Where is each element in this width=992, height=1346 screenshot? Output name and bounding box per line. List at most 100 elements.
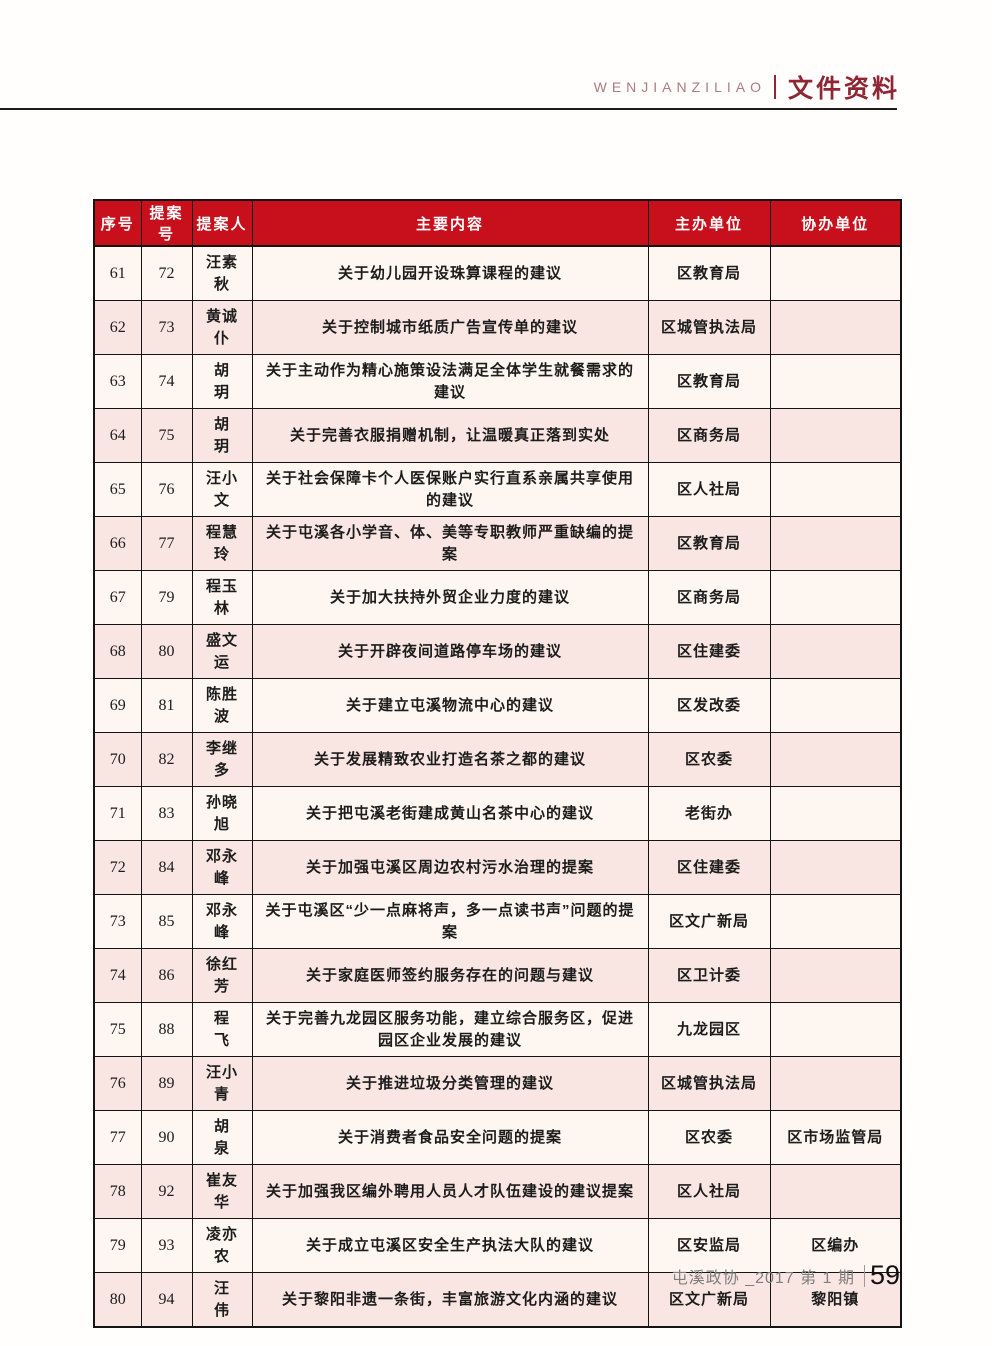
cell-co-organizer — [769, 462, 902, 517]
cell-proposer: 黄诚仆 — [191, 300, 253, 355]
column-header-proposer: 提案人 — [191, 199, 253, 247]
page-title: 文件资料 — [787, 76, 900, 103]
header-pinyin-label: WENJIANZILIAO — [593, 79, 766, 95]
cell-content: 关于发展精致农业打造名茶之都的建议 — [251, 732, 649, 787]
cell-proposer: 程玉林 — [191, 570, 253, 625]
cell-proposal-no: 88 — [140, 1002, 193, 1057]
table-header: 序号 提案号 提案人 主要内容 主办单位 协办单位 — [93, 199, 902, 247]
table-row: 66 77 程慧玲 关于屯溪各小学音、体、美等专职教师严重缺编的提案 区教育局 — [93, 516, 902, 571]
cell-content: 关于黎阳非遗一条街，丰富旅游文化内涵的建议 — [251, 1272, 649, 1328]
cell-co-organizer — [769, 948, 902, 1003]
cell-proposal-no: 85 — [140, 894, 193, 949]
cell-proposer: 邓永峰 — [191, 840, 253, 895]
table-row: 69 81 陈胜波 关于建立屯溪物流中心的建议 区发改委 — [93, 678, 902, 733]
cell-serial: 65 — [93, 462, 142, 517]
cell-organizer: 区文广新局 — [647, 1272, 771, 1328]
cell-serial: 68 — [93, 624, 142, 679]
cell-co-organizer: 区编办 — [769, 1218, 902, 1273]
cell-co-organizer — [769, 786, 902, 841]
cell-proposer: 盛文运 — [191, 624, 253, 679]
column-header-organizer: 主办单位 — [647, 199, 771, 247]
cell-organizer: 九龙园区 — [647, 1002, 771, 1057]
cell-content: 关于加大扶持外贸企业力度的建议 — [251, 570, 649, 625]
table-row: 78 92 崔友华 关于加强我区编外聘用人员人才队伍建设的建议提案 区人社局 — [93, 1164, 902, 1219]
cell-organizer: 区教育局 — [647, 354, 771, 409]
cell-content: 关于推进垃圾分类管理的建议 — [251, 1056, 649, 1111]
cell-content: 关于主动作为精心施策设法满足全体学生就餐需求的建议 — [251, 354, 649, 409]
cell-organizer: 区商务局 — [647, 408, 771, 463]
header-rule-line — [0, 108, 897, 110]
cell-organizer: 区商务局 — [647, 570, 771, 625]
cell-content: 关于完善九龙园区服务功能，建立综合服务区，促进园区企业发展的建议 — [251, 1002, 649, 1057]
cell-co-organizer — [769, 1002, 902, 1057]
cell-co-organizer — [769, 678, 902, 733]
cell-co-organizer — [769, 245, 902, 301]
cell-serial: 78 — [93, 1164, 142, 1219]
table-header-row: 序号 提案号 提案人 主要内容 主办单位 协办单位 — [93, 199, 902, 247]
cell-proposer: 程 飞 — [191, 1002, 253, 1057]
cell-content: 关于幼儿园开设珠算课程的建议 — [251, 245, 649, 301]
cell-serial: 76 — [93, 1056, 142, 1111]
cell-proposal-no: 76 — [140, 462, 193, 517]
cell-proposer: 汪小青 — [191, 1056, 253, 1111]
cell-proposal-no: 74 — [140, 354, 193, 409]
cell-proposer: 崔友华 — [191, 1164, 253, 1219]
table-row: 65 76 汪小文 关于社会保障卡个人医保账户实行直系亲属共享使用的建议 区人社局 — [93, 462, 902, 517]
cell-content: 关于屯溪区“少一点麻将声，多一点读书声”问题的提案 — [251, 894, 649, 949]
cell-organizer: 区住建委 — [647, 624, 771, 679]
cell-serial: 80 — [93, 1272, 142, 1328]
cell-proposer: 李继多 — [191, 732, 253, 787]
cell-serial: 79 — [93, 1218, 142, 1273]
cell-content: 关于加强屯溪区周边农村污水治理的提案 — [251, 840, 649, 895]
cell-organizer: 区住建委 — [647, 840, 771, 895]
cell-serial: 69 — [93, 678, 142, 733]
cell-proposer: 徐红芳 — [191, 948, 253, 1003]
cell-organizer: 区教育局 — [647, 516, 771, 571]
table-row: 74 86 徐红芳 关于家庭医师签约服务存在的问题与建议 区卫计委 — [93, 948, 902, 1003]
table-row: 64 75 胡 玥关于完善衣服捐赠机制，让温暖真正落到实处 区商务局 — [93, 408, 902, 463]
cell-serial: 74 — [93, 948, 142, 1003]
cell-serial: 67 — [93, 570, 142, 625]
cell-proposal-no: 93 — [140, 1218, 193, 1273]
cell-serial: 66 — [93, 516, 142, 571]
cell-proposal-no: 90 — [140, 1110, 193, 1165]
cell-organizer: 区文广新局 — [647, 894, 771, 949]
cell-content: 关于社会保障卡个人医保账户实行直系亲属共享使用的建议 — [251, 462, 649, 517]
cell-content: 关于建立屯溪物流中心的建议 — [251, 678, 649, 733]
cell-co-organizer — [769, 840, 902, 895]
cell-serial: 77 — [93, 1110, 142, 1165]
footer-page-number: 59 — [869, 1260, 900, 1290]
cell-co-organizer: 黎阳镇 — [769, 1272, 902, 1328]
cell-proposer: 陈胜波 — [191, 678, 253, 733]
table-row: 71 83 孙晓旭 关于把屯溪老街建成黄山名茶中心的建议 老街办 — [93, 786, 902, 841]
footer-divider-bar — [863, 1264, 865, 1287]
cell-co-organizer: 区市场监管局 — [769, 1110, 902, 1165]
table-body: 61 72 汪素秋 关于幼儿园开设珠算课程的建议 区教育局 62 73 黄诚仆 关于控制城市纸质… — [93, 245, 902, 1328]
cell-organizer: 区人社局 — [647, 462, 771, 517]
cell-organizer: 区发改委 — [647, 678, 771, 733]
cell-proposal-no: 86 — [140, 948, 193, 1003]
cell-co-organizer — [769, 408, 902, 463]
table-row: 72 84 邓永峰 关于加强屯溪区周边农村污水治理的提案 区住建委 — [93, 840, 902, 895]
table-row: 61 72 汪素秋 关于幼儿园开设珠算课程的建议 区教育局 — [93, 245, 902, 301]
header-divider-bar — [773, 75, 776, 99]
cell-serial: 61 — [93, 245, 142, 301]
cell-proposal-no: 81 — [140, 678, 193, 733]
table-row: 80 94 汪 伟关于黎阳非遗一条街，丰富旅游文化内涵的建议 区文广新局 黎阳镇 — [93, 1272, 902, 1328]
table-row: 75 88 程 飞关于完善九龙园区服务功能，建立综合服务区，促进园区企业发展的建议九… — [93, 1002, 902, 1057]
cell-co-organizer — [769, 570, 902, 625]
cell-serial: 71 — [93, 786, 142, 841]
cell-co-organizer — [769, 300, 902, 355]
table-row: 62 73 黄诚仆 关于控制城市纸质广告宣传单的建议 区城管执法局 — [93, 300, 902, 355]
cell-content: 关于消费者食品安全问题的提案 — [251, 1110, 649, 1165]
cell-co-organizer — [769, 1056, 902, 1111]
cell-co-organizer — [769, 894, 902, 949]
cell-serial: 63 — [93, 354, 142, 409]
column-header-serial: 序号 — [93, 199, 142, 247]
cell-content: 关于加强我区编外聘用人员人才队伍建设的建议提案 — [251, 1164, 649, 1219]
cell-co-organizer — [769, 624, 902, 679]
cell-co-organizer — [769, 1164, 902, 1219]
cell-proposer: 程慧玲 — [191, 516, 253, 571]
table-row: 77 90 胡 泉关于消费者食品安全问题的提案 区农委 区市场监管局 — [93, 1110, 902, 1165]
